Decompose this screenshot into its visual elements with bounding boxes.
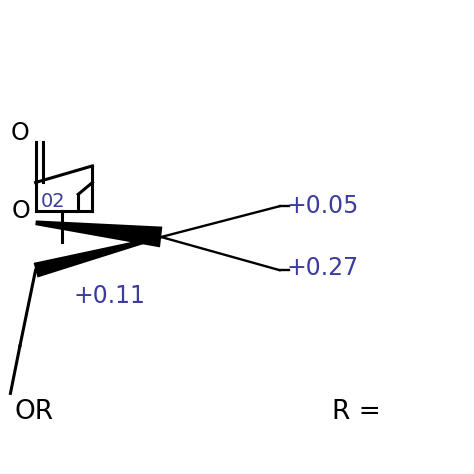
Text: O: O xyxy=(10,121,29,145)
Polygon shape xyxy=(34,236,162,277)
Text: +0.05: +0.05 xyxy=(287,194,359,218)
Text: +0.11: +0.11 xyxy=(73,284,146,308)
Polygon shape xyxy=(35,220,162,247)
Text: R =: R = xyxy=(332,400,381,425)
Text: 02: 02 xyxy=(40,192,65,211)
Text: O: O xyxy=(12,199,31,223)
Text: OR: OR xyxy=(14,400,54,425)
Text: +0.27: +0.27 xyxy=(287,256,359,280)
